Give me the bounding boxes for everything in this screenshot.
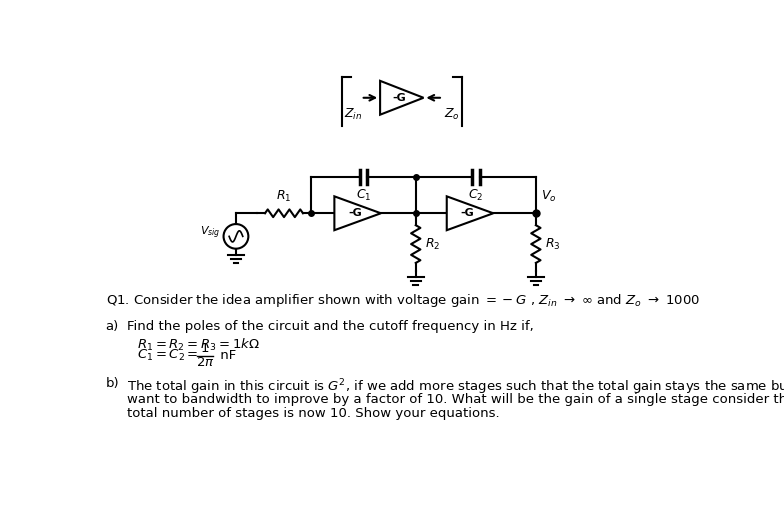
Text: Q1. Consider the idea amplifier shown with voltage gain $= -G$ , $Z_{in}$ $\righ: Q1. Consider the idea amplifier shown wi… <box>106 292 700 309</box>
Text: total number of stages is now 10. Show your equations.: total number of stages is now 10. Show y… <box>128 407 500 420</box>
Text: a): a) <box>106 319 119 332</box>
Text: $R_3$: $R_3$ <box>545 237 561 251</box>
Polygon shape <box>447 196 493 230</box>
Text: $C_1$: $C_1$ <box>356 188 371 203</box>
Text: b): b) <box>106 377 119 390</box>
Text: $C_2$: $C_2$ <box>468 188 484 203</box>
Text: Find the poles of the circuit and the cutoff frequency in Hz if,: Find the poles of the circuit and the cu… <box>128 319 534 332</box>
Text: $V_o$: $V_o$ <box>540 189 556 204</box>
Text: $Z_{in}$: $Z_{in}$ <box>344 107 363 123</box>
Text: $R_1 = R_2 = R_3 = 1k\Omega$: $R_1 = R_2 = R_3 = 1k\Omega$ <box>136 337 260 352</box>
Text: $V_{sig}$: $V_{sig}$ <box>200 224 220 241</box>
Text: -G: -G <box>461 208 474 218</box>
Text: $Z_o$: $Z_o$ <box>444 107 460 123</box>
Text: The total gain in this circuit is $G^2$, if we add more stages such that the tot: The total gain in this circuit is $G^2$,… <box>128 377 784 397</box>
Text: $R_2$: $R_2$ <box>425 237 441 251</box>
Text: -G: -G <box>348 208 362 218</box>
Text: 1: 1 <box>201 342 209 355</box>
Text: want to bandwidth to improve by a factor of 10. What will be the gain of a singl: want to bandwidth to improve by a factor… <box>128 393 784 406</box>
Text: -G: -G <box>393 93 407 103</box>
Text: $2\pi$: $2\pi$ <box>196 356 214 369</box>
Text: nF: nF <box>216 349 236 362</box>
Text: $R_1$: $R_1$ <box>276 189 292 204</box>
Text: $C_1 = C_2 =$: $C_1 = C_2 =$ <box>136 348 198 363</box>
Polygon shape <box>380 81 423 115</box>
Polygon shape <box>334 196 381 230</box>
